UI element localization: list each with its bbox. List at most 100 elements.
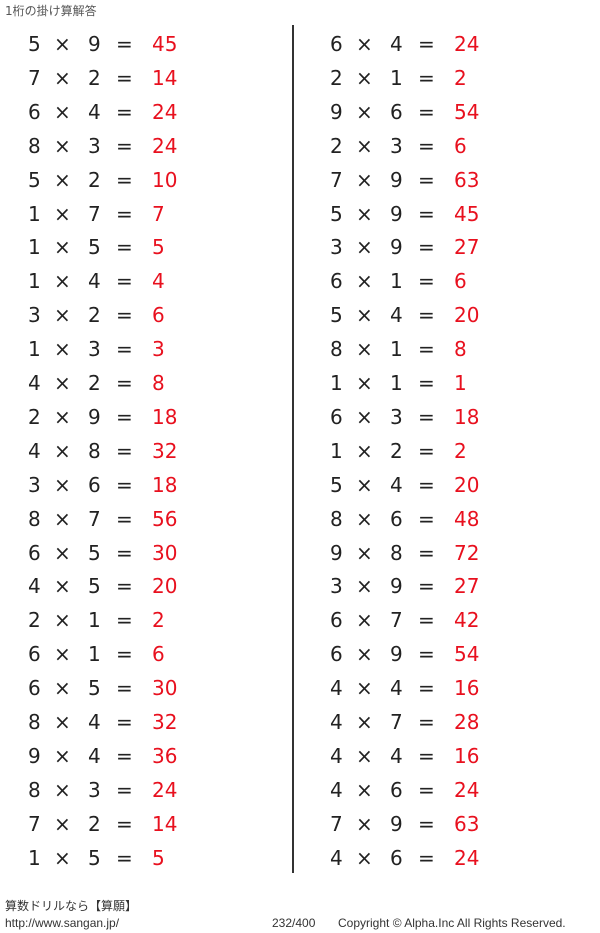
answer: 32 bbox=[152, 438, 178, 463]
operand-a: 8 bbox=[28, 777, 41, 802]
times-sign: × bbox=[356, 743, 373, 768]
times-sign: × bbox=[54, 574, 71, 599]
operand-b: 4 bbox=[390, 303, 403, 328]
problem-row: 9 × 8 = 72 bbox=[330, 536, 600, 570]
equals-sign: = bbox=[116, 438, 133, 463]
answer: 24 bbox=[152, 99, 178, 124]
answer: 2 bbox=[454, 65, 467, 90]
footer-brand: 算数ドリルなら【算願】 bbox=[5, 899, 138, 913]
operand-b: 5 bbox=[88, 676, 101, 701]
answer: 30 bbox=[152, 676, 178, 701]
operand-b: 2 bbox=[88, 303, 101, 328]
problem-row: 6 × 3 = 18 bbox=[330, 400, 600, 434]
answer: 24 bbox=[454, 845, 480, 870]
footer-url[interactable]: http://www.sangan.jp/ bbox=[5, 916, 120, 930]
operand-a: 8 bbox=[28, 506, 41, 531]
times-sign: × bbox=[54, 506, 71, 531]
problem-row: 4 × 4 = 16 bbox=[330, 739, 600, 773]
equals-sign: = bbox=[116, 99, 133, 124]
equals-sign: = bbox=[116, 540, 133, 565]
answer: 8 bbox=[152, 371, 165, 395]
operand-a: 7 bbox=[330, 167, 343, 192]
page-title: 1桁の掛け算解答 bbox=[5, 4, 97, 18]
times-sign: × bbox=[54, 404, 71, 429]
answer: 7 bbox=[152, 201, 165, 226]
answer: 45 bbox=[152, 32, 178, 56]
operand-b: 7 bbox=[88, 506, 101, 531]
operand-b: 1 bbox=[390, 337, 403, 362]
times-sign: × bbox=[356, 133, 373, 158]
operand-a: 5 bbox=[330, 303, 343, 328]
problem-row: 1 × 5 = 5 bbox=[28, 841, 308, 875]
problem-row: 6 × 7 = 42 bbox=[330, 603, 600, 637]
times-sign: × bbox=[356, 540, 373, 565]
operand-b: 9 bbox=[390, 642, 403, 667]
equals-sign: = bbox=[418, 133, 435, 158]
operand-a: 8 bbox=[330, 337, 343, 362]
times-sign: × bbox=[356, 167, 373, 192]
times-sign: × bbox=[356, 811, 373, 836]
times-sign: × bbox=[54, 743, 71, 768]
equals-sign: = bbox=[418, 506, 435, 531]
operand-b: 6 bbox=[390, 777, 403, 802]
answer: 36 bbox=[152, 743, 178, 768]
times-sign: × bbox=[356, 99, 373, 124]
operand-a: 7 bbox=[28, 65, 41, 90]
operand-a: 2 bbox=[28, 608, 41, 633]
answer: 54 bbox=[454, 99, 480, 124]
answer: 16 bbox=[454, 743, 480, 768]
operand-b: 2 bbox=[88, 65, 101, 90]
operand-b: 1 bbox=[88, 608, 101, 633]
times-sign: × bbox=[54, 303, 71, 328]
equals-sign: = bbox=[116, 710, 133, 734]
problem-row: 3 × 9 = 27 bbox=[330, 569, 600, 603]
operand-a: 4 bbox=[330, 743, 343, 768]
problem-row: 2 × 3 = 6 bbox=[330, 129, 600, 163]
copyright: Copyright © Alpha.Inc All Rights Reserve… bbox=[338, 916, 566, 930]
answer: 24 bbox=[454, 777, 480, 802]
operand-b: 3 bbox=[88, 133, 101, 158]
times-sign: × bbox=[356, 65, 373, 90]
times-sign: × bbox=[356, 235, 373, 260]
answer: 5 bbox=[152, 845, 165, 870]
times-sign: × bbox=[54, 642, 71, 667]
equals-sign: = bbox=[418, 235, 435, 260]
times-sign: × bbox=[54, 133, 71, 158]
answer: 48 bbox=[454, 506, 480, 531]
answer: 2 bbox=[454, 438, 467, 463]
equals-sign: = bbox=[116, 506, 133, 531]
times-sign: × bbox=[54, 540, 71, 565]
problem-row: 5 × 4 = 20 bbox=[330, 468, 600, 502]
times-sign: × bbox=[54, 65, 71, 90]
times-sign: × bbox=[356, 710, 373, 734]
operand-a: 2 bbox=[28, 404, 41, 429]
operand-b: 4 bbox=[88, 710, 101, 734]
problem-row: 6 × 1 = 6 bbox=[330, 264, 600, 298]
equals-sign: = bbox=[418, 438, 435, 463]
equals-sign: = bbox=[418, 811, 435, 836]
operand-b: 6 bbox=[88, 472, 101, 497]
operand-a: 9 bbox=[28, 743, 41, 768]
operand-a: 1 bbox=[28, 269, 41, 294]
problem-row: 3 × 9 = 27 bbox=[330, 230, 600, 264]
answer: 45 bbox=[454, 201, 480, 226]
operand-b: 9 bbox=[390, 811, 403, 836]
operand-a: 4 bbox=[28, 438, 41, 463]
times-sign: × bbox=[54, 99, 71, 124]
answer: 4 bbox=[152, 269, 165, 294]
problem-row: 1 × 3 = 3 bbox=[28, 332, 308, 366]
operand-b: 3 bbox=[88, 337, 101, 362]
equals-sign: = bbox=[418, 99, 435, 124]
times-sign: × bbox=[356, 371, 373, 395]
equals-sign: = bbox=[418, 743, 435, 768]
operand-a: 3 bbox=[330, 235, 343, 260]
operand-b: 4 bbox=[390, 472, 403, 497]
problem-row: 8 × 3 = 24 bbox=[28, 773, 308, 807]
equals-sign: = bbox=[418, 32, 435, 56]
operand-a: 3 bbox=[330, 574, 343, 599]
operand-a: 5 bbox=[28, 167, 41, 192]
problem-row: 1 × 5 = 5 bbox=[28, 230, 308, 264]
operand-b: 8 bbox=[390, 540, 403, 565]
answer: 16 bbox=[454, 676, 480, 701]
equals-sign: = bbox=[116, 845, 133, 870]
